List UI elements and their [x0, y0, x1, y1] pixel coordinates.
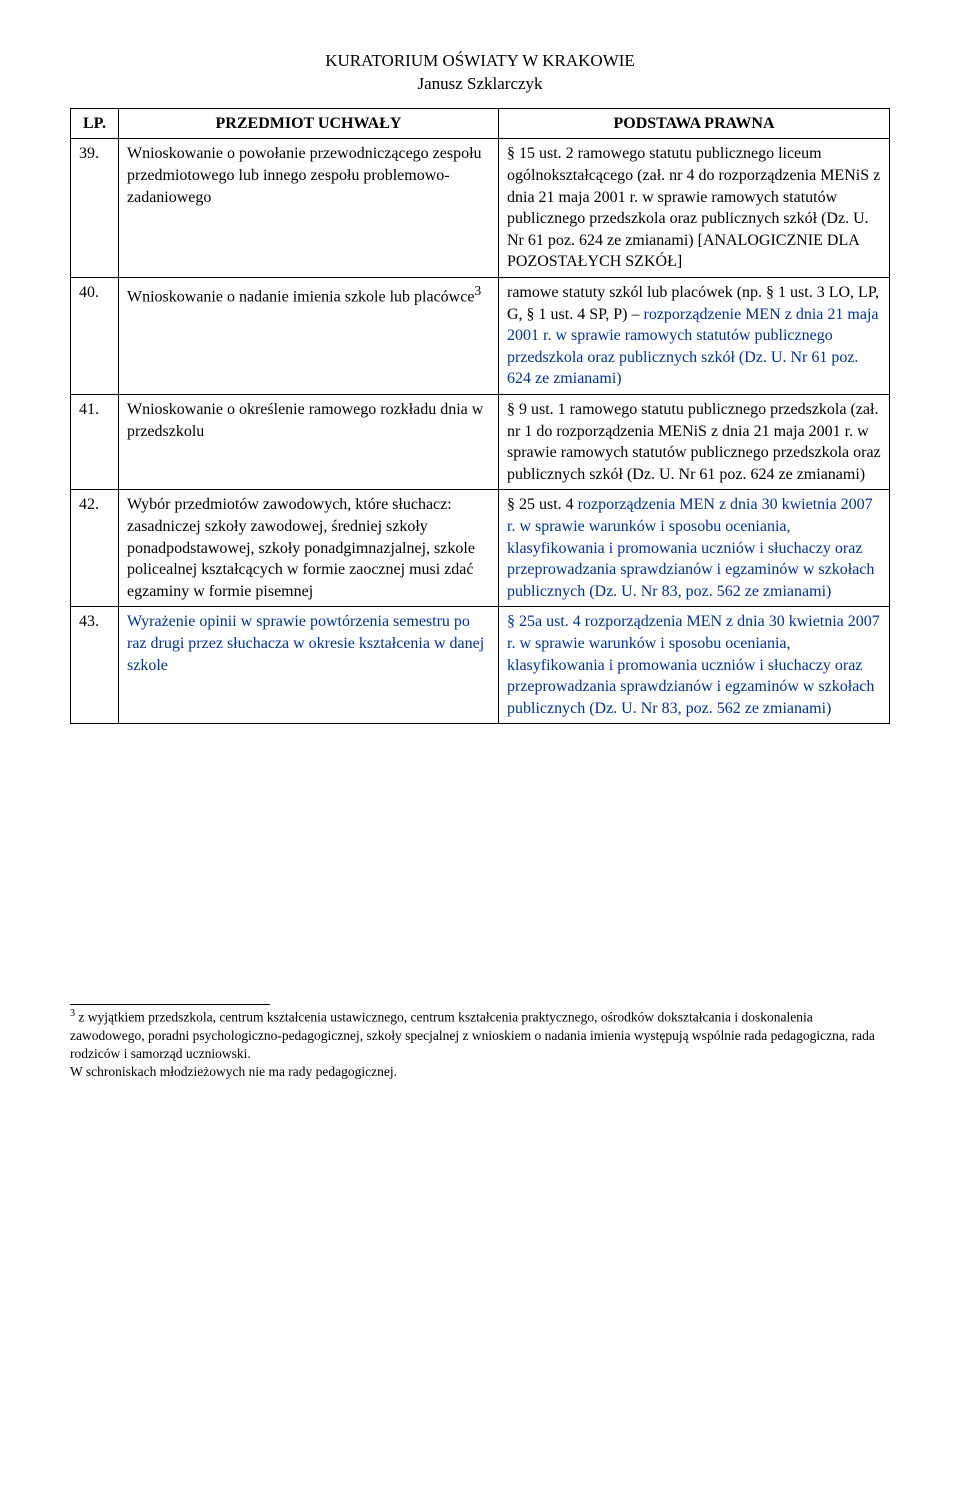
header-line-1: KURATORIUM OŚWIATY W KRAKOWIE — [70, 50, 890, 73]
resolutions-table: LP. PRZEDMIOT UCHWAŁY PODSTAWA PRAWNA 39… — [70, 108, 890, 724]
row-basis: § 9 ust. 1 ramowego statutu publicznego … — [499, 395, 890, 490]
row-basis: § 25 ust. 4 rozporządzenia MEN z dnia 30… — [499, 490, 890, 607]
basis-pre: § 25 ust. 4 — [507, 496, 578, 513]
table-header-row: LP. PRZEDMIOT UCHWAŁY PODSTAWA PRAWNA — [71, 108, 890, 139]
subject-text: Wnioskowanie o nadanie imienia szkole lu… — [127, 288, 474, 305]
footnote-ref: 3 — [474, 283, 481, 298]
row-subject: Wybór przedmiotów zawodowych, które słuc… — [119, 490, 499, 607]
table-row: 40. Wnioskowanie o nadanie imienia szkol… — [71, 278, 890, 395]
row-basis: § 25a ust. 4 rozporządzenia MEN z dnia 3… — [499, 607, 890, 724]
row-lp: 42. — [71, 490, 119, 607]
col-basis: PODSTAWA PRAWNA — [499, 108, 890, 139]
header-line-2: Janusz Szklarczyk — [70, 73, 890, 96]
document-header: KURATORIUM OŚWIATY W KRAKOWIE Janusz Szk… — [70, 50, 890, 96]
row-lp: 39. — [71, 139, 119, 278]
footnote-separator — [70, 1004, 270, 1005]
col-lp: LP. — [71, 108, 119, 139]
row-basis: ramowe statuty szkól lub placówek (np. §… — [499, 278, 890, 395]
footnote-block: 3 z wyjątkiem przedszkola, centrum kszta… — [70, 1007, 890, 1081]
col-subject: PRZEDMIOT UCHWAŁY — [119, 108, 499, 139]
row-lp: 40. — [71, 278, 119, 395]
row-lp: 43. — [71, 607, 119, 724]
row-subject: Wnioskowanie o nadanie imienia szkole lu… — [119, 278, 499, 395]
table-row: 43. Wyrażenie opinii w sprawie powtórzen… — [71, 607, 890, 724]
table-row: 39. Wnioskowanie o powołanie przewodnicz… — [71, 139, 890, 278]
row-subject: Wyrażenie opinii w sprawie powtórzenia s… — [119, 607, 499, 724]
row-basis: § 15 ust. 2 ramowego statutu publicznego… — [499, 139, 890, 278]
footnote-text-1: z wyjątkiem przedszkola, centrum kształc… — [70, 1010, 875, 1061]
row-subject: Wnioskowanie o określenie ramowego rozkł… — [119, 395, 499, 490]
row-subject: Wnioskowanie o powołanie przewodnicząceg… — [119, 139, 499, 278]
basis-text: § 9 ust. 1 ramowego statutu publicznego … — [507, 401, 881, 483]
table-row: 42. Wybór przedmiotów zawodowych, które … — [71, 490, 890, 607]
footnote-text-2: W schroniskach młodzieżowych nie ma rady… — [70, 1064, 397, 1079]
row-lp: 41. — [71, 395, 119, 490]
basis-text: § 15 ust. 2 ramowego statutu publicznego… — [507, 145, 880, 270]
subject-link-text: Wyrażenie opinii w sprawie powtórzenia s… — [127, 613, 484, 673]
table-row: 41. Wnioskowanie o określenie ramowego r… — [71, 395, 890, 490]
basis-link-text: § 25a ust. 4 rozporządzenia MEN z dnia 3… — [507, 613, 880, 716]
